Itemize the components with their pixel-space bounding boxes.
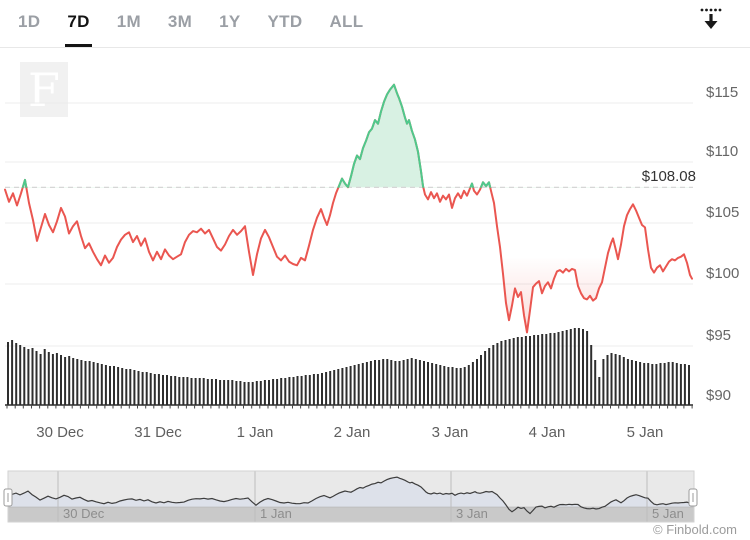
tab-ytd[interactable]: YTD (267, 12, 303, 31)
y-axis-label: $115 (706, 84, 739, 101)
x-axis-label: 2 Jan (333, 424, 371, 441)
navigator-handle-left[interactable] (3, 488, 13, 507)
loss-area (492, 258, 616, 333)
download-icon (700, 8, 722, 29)
navigator-gridlines (57, 471, 648, 522)
navigator-date-label: 1 Jan (260, 506, 292, 521)
tab-1d[interactable]: 1D (18, 12, 41, 31)
last-price-plotline-label: $108.08 (640, 168, 697, 185)
navigator-handle-right[interactable] (688, 488, 698, 507)
price-line-up (21, 83, 492, 188)
x-axis-label: 30 Dec (36, 424, 84, 441)
download-chart-button[interactable] (697, 5, 725, 33)
navigator[interactable] (3, 470, 698, 523)
tab-all[interactable]: ALL (329, 12, 364, 31)
range-tab-bar: 1D 7D 1M 3M 1Y YTD ALL (16, 10, 365, 47)
tab-1y[interactable]: 1Y (219, 12, 241, 31)
x-axis-label: 31 Dec (134, 424, 182, 441)
navigator-date-label: 5 Jan (652, 506, 684, 521)
navigator-date-label: 30 Dec (63, 506, 105, 521)
tab-1m[interactable]: 1M (116, 12, 141, 31)
navigator-line (7, 476, 696, 515)
x-axis-label: 3 Jan (431, 424, 469, 441)
y-axis-label: $90 (706, 387, 732, 404)
navigator-date-label: 3 Jan (456, 506, 488, 521)
tab-3m[interactable]: 3M (167, 12, 193, 31)
logo-letter: F (28, 62, 60, 117)
tabbar-divider (0, 47, 750, 48)
y-axis-label: $100 (706, 265, 740, 282)
x-axis-label: 5 Jan (626, 424, 664, 441)
navigator-area (8, 477, 695, 514)
x-axis-ticks (6, 405, 693, 409)
volume-bars (7, 328, 690, 405)
y-axis-label: $110 (706, 143, 739, 160)
navigator-scrollbar[interactable] (7, 506, 695, 523)
x-axis-label: 1 Jan (236, 424, 274, 441)
finbold-watermark-logo: F (20, 62, 68, 117)
y-axis-label: $105 (706, 204, 740, 221)
price-gridlines (5, 102, 693, 347)
y-axis-label: $95 (706, 327, 732, 344)
x-axis-label: 4 Jan (528, 424, 566, 441)
tab-7d[interactable]: 7D (65, 10, 92, 47)
finbold-credit: © Finbold.com (653, 522, 737, 537)
